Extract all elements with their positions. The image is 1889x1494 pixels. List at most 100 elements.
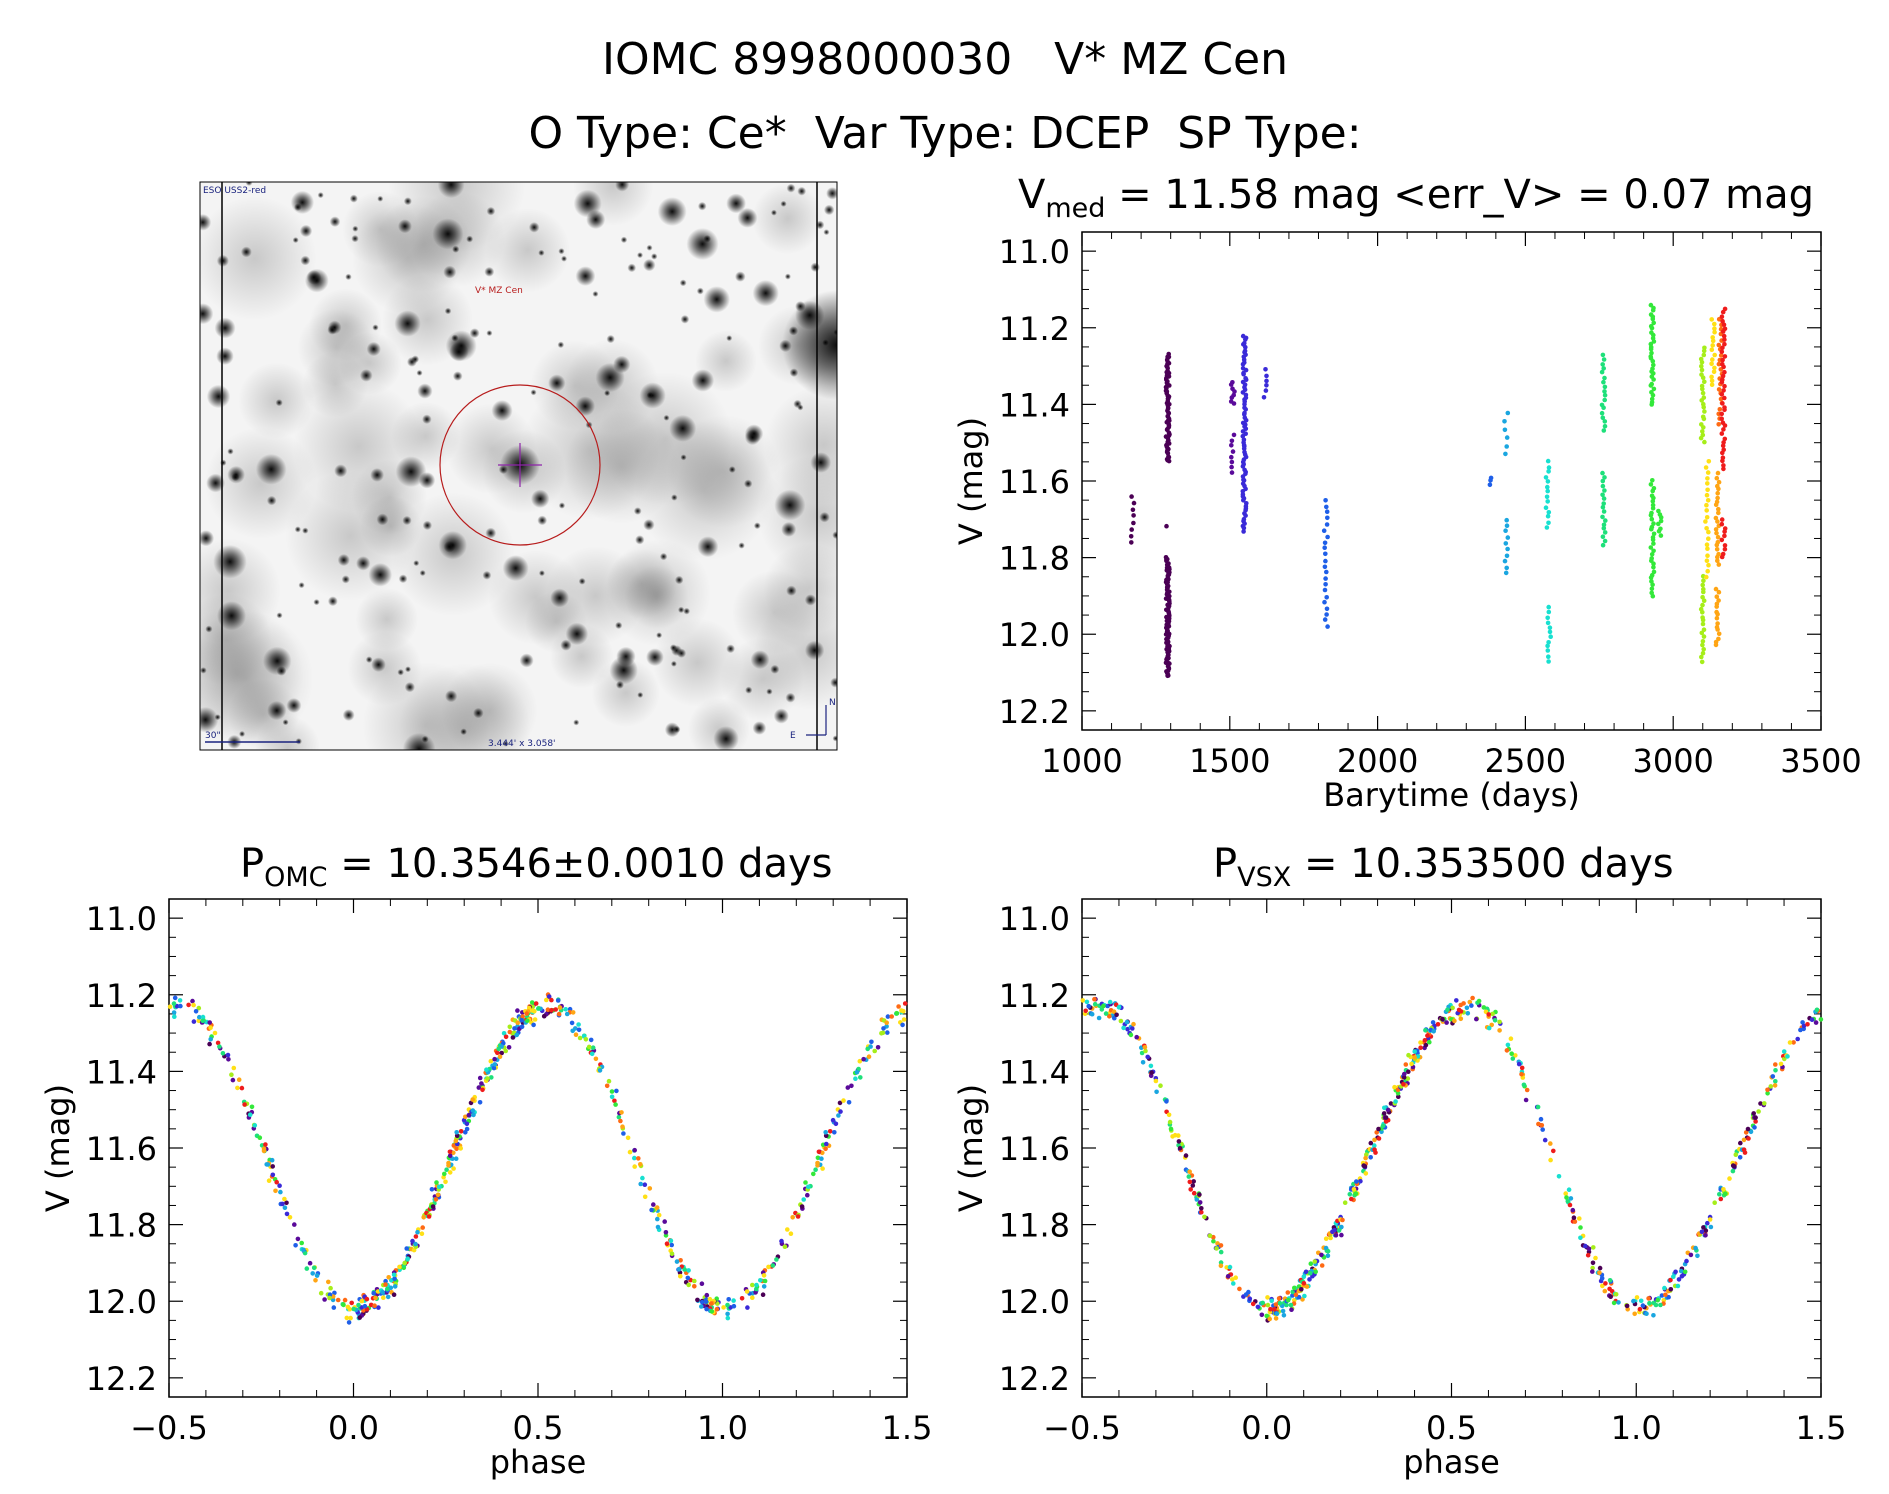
phase-point	[555, 998, 561, 1003]
light-curve-point	[1710, 335, 1715, 340]
light-curve-point	[1700, 594, 1705, 600]
phase-point	[1269, 1298, 1274, 1304]
phase-point	[463, 1114, 468, 1120]
phase-point	[1308, 1270, 1313, 1276]
light-curve-point	[1650, 537, 1656, 542]
phase-point	[758, 1278, 763, 1283]
light-curve-point	[1714, 542, 1720, 548]
phase-point	[1795, 1036, 1800, 1042]
phase-point	[686, 1268, 691, 1273]
phase-point	[451, 1166, 456, 1171]
phase-point	[885, 1030, 890, 1035]
phase-point	[636, 1156, 641, 1161]
phase-point	[761, 1273, 767, 1278]
light-curve-point	[1503, 528, 1508, 533]
star	[770, 664, 780, 674]
phase-point	[1640, 1303, 1646, 1308]
phase-point	[1166, 1112, 1172, 1118]
light-curve-point	[1545, 643, 1550, 649]
light-curve-point	[1704, 542, 1710, 547]
phase-point	[1218, 1243, 1224, 1248]
phase-point	[236, 1077, 242, 1082]
phase-point	[1289, 1307, 1294, 1312]
phase-point	[263, 1142, 268, 1147]
phase-point	[745, 1305, 750, 1310]
light-curve-point	[1716, 562, 1722, 567]
phase-point	[273, 1188, 278, 1194]
light-curve-point	[1716, 589, 1722, 595]
nebulosity	[720, 637, 804, 722]
bright-star	[782, 290, 837, 400]
phase-point	[1274, 1311, 1280, 1316]
phase-point	[235, 1085, 240, 1091]
phase-point	[1435, 1022, 1441, 1027]
light-curve-point	[1241, 525, 1247, 531]
phase-point	[1214, 1246, 1219, 1251]
phase-point	[397, 1264, 402, 1270]
star	[337, 553, 350, 567]
light-curve-point	[1650, 506, 1656, 511]
phase-point	[311, 1265, 317, 1271]
phase-point	[1145, 1054, 1150, 1060]
phase-point	[1372, 1137, 1377, 1143]
star	[214, 317, 236, 339]
phase-point	[1638, 1298, 1644, 1304]
phase-point	[1597, 1265, 1603, 1271]
light-curve-point	[1702, 439, 1707, 445]
phase-point	[1084, 999, 1090, 1005]
phase-point	[1613, 1292, 1619, 1297]
phase-point	[1743, 1130, 1749, 1135]
phase-point	[1332, 1227, 1337, 1233]
phase-point	[1519, 1071, 1524, 1077]
star	[671, 494, 678, 501]
x-tick-label: 2000	[1337, 742, 1418, 780]
star	[411, 355, 420, 364]
light-curve-point	[1240, 464, 1246, 469]
phase-point	[1418, 1040, 1423, 1045]
phase-point	[654, 1205, 660, 1210]
light-curve-point	[1709, 382, 1715, 388]
light-curve-point	[1709, 378, 1715, 384]
star	[359, 369, 373, 382]
light-curve-point	[1229, 395, 1235, 400]
star	[657, 197, 687, 227]
light-curve-point	[1701, 352, 1707, 358]
phase-point	[875, 1045, 881, 1050]
light-curve-point	[1649, 526, 1654, 532]
phase-point	[1176, 1133, 1181, 1138]
x-tick-label: 0.5	[1426, 1409, 1477, 1447]
phase-point	[553, 1007, 558, 1012]
star	[676, 648, 687, 658]
phase-point	[820, 1166, 825, 1171]
light-curve-point	[1243, 367, 1249, 373]
phase-point	[1225, 1274, 1231, 1279]
light-curve-point	[1715, 495, 1720, 501]
phase-point	[489, 1075, 494, 1080]
phase-point	[570, 1028, 575, 1034]
phase-point	[1563, 1191, 1568, 1196]
light-curve-point	[1240, 362, 1246, 367]
light-curve-point	[1600, 483, 1606, 489]
phase-point	[1548, 1141, 1553, 1146]
phase-point	[327, 1295, 332, 1301]
phase-point	[1406, 1052, 1411, 1058]
light-curve-point	[1704, 526, 1709, 531]
phase-point	[1570, 1207, 1576, 1213]
y-tick-label: 12.0	[999, 1283, 1070, 1321]
phase-point	[703, 1299, 709, 1305]
phase-point	[1540, 1127, 1545, 1132]
phase-point	[491, 1065, 497, 1071]
light-curve-point	[1722, 383, 1727, 389]
phase-point	[464, 1121, 470, 1127]
phase-point	[669, 1242, 674, 1248]
phase-point	[1452, 1018, 1457, 1024]
star	[558, 502, 566, 509]
star	[537, 515, 548, 526]
phase-point	[332, 1290, 337, 1296]
phase-point	[1277, 1300, 1283, 1306]
y-tick-label: 11.8	[999, 1207, 1070, 1245]
light-curve-point	[1651, 377, 1656, 382]
light-curve-point	[1487, 482, 1493, 488]
phase-point	[1368, 1155, 1373, 1160]
light-curve-point	[1600, 478, 1606, 484]
